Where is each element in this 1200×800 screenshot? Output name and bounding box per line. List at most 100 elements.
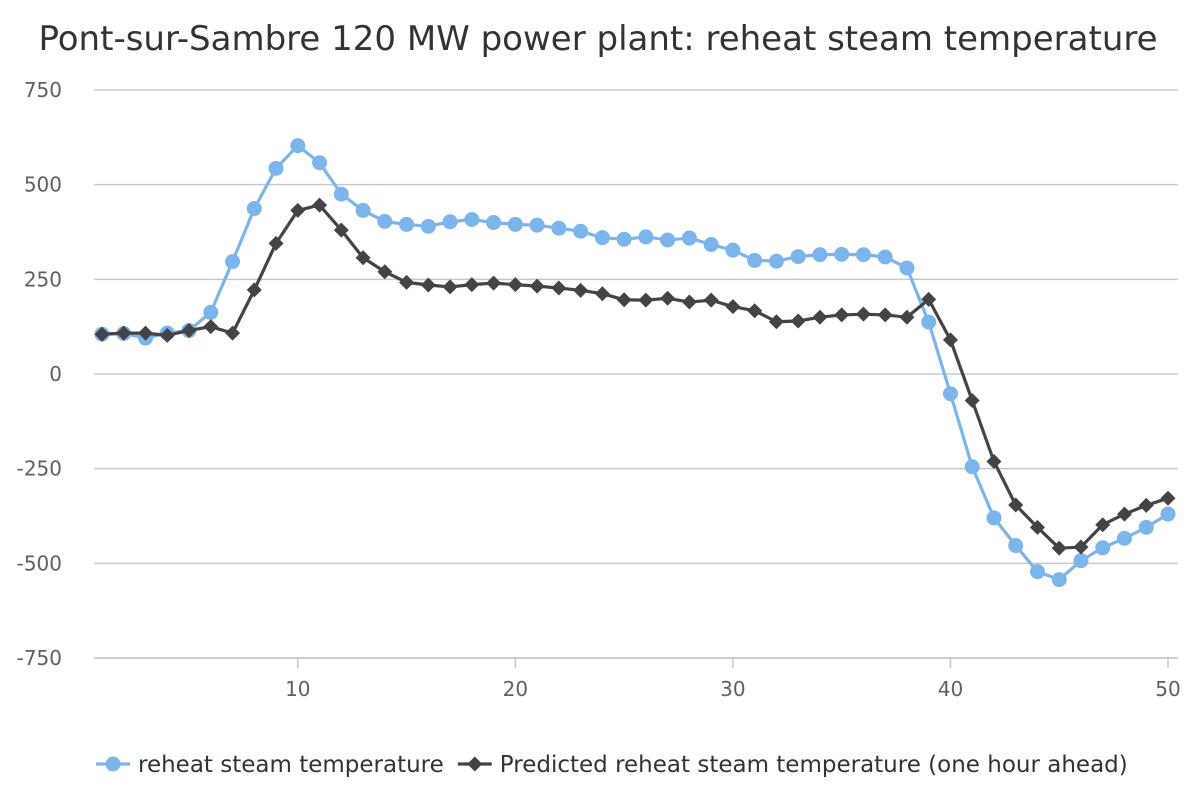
data-point[interactable] — [377, 214, 392, 229]
data-point[interactable] — [399, 275, 414, 290]
data-point[interactable] — [443, 279, 458, 294]
data-point[interactable] — [965, 393, 980, 408]
data-point[interactable] — [1008, 538, 1023, 553]
y-tick-label: 0 — [49, 362, 62, 386]
data-point[interactable] — [1139, 520, 1154, 535]
data-point[interactable] — [834, 247, 849, 262]
data-point[interactable] — [856, 307, 871, 322]
data-point[interactable] — [1117, 507, 1132, 522]
data-point[interactable] — [878, 307, 893, 322]
data-point[interactable] — [595, 230, 610, 245]
x-tick-label: 20 — [503, 677, 528, 701]
data-point[interactable] — [486, 215, 501, 230]
data-point[interactable] — [1052, 572, 1067, 587]
x-tick-label: 10 — [285, 677, 310, 701]
data-point[interactable] — [1073, 553, 1088, 568]
y-tick-label: -500 — [17, 551, 62, 575]
chart-title: Pont-sur-Sambre 120 MW power plant: rehe… — [38, 19, 1157, 59]
data-point[interactable] — [508, 217, 523, 232]
data-point[interactable] — [1117, 531, 1132, 546]
x-tick-label: 30 — [720, 677, 745, 701]
data-point[interactable] — [747, 253, 762, 268]
data-point[interactable] — [1161, 491, 1176, 506]
data-point[interactable] — [791, 249, 806, 264]
data-point[interactable] — [595, 286, 610, 301]
data-point[interactable] — [682, 231, 697, 246]
data-point[interactable] — [899, 260, 914, 275]
data-point[interactable] — [834, 307, 849, 322]
data-point[interactable] — [617, 232, 632, 247]
series-line — [102, 205, 1168, 548]
series-1 — [95, 138, 1176, 587]
data-point[interactable] — [965, 459, 980, 474]
data-point[interactable] — [638, 229, 653, 244]
data-point[interactable] — [638, 293, 653, 308]
data-point[interactable] — [704, 237, 719, 252]
data-point[interactable] — [225, 254, 240, 269]
data-point[interactable] — [856, 247, 871, 262]
y-tick-label: 750 — [24, 78, 62, 102]
data-point[interactable] — [573, 224, 588, 239]
data-point[interactable] — [421, 219, 436, 234]
grid — [94, 90, 1178, 658]
data-point[interactable] — [247, 282, 262, 297]
data-point[interactable] — [878, 249, 893, 264]
data-point[interactable] — [921, 315, 936, 330]
y-tick-label: -250 — [17, 457, 62, 481]
data-point[interactable] — [312, 155, 327, 170]
data-point[interactable] — [247, 201, 262, 216]
y-axis-ticks: -750-500-2500250500750 — [17, 78, 62, 670]
legend-marker[interactable] — [467, 757, 482, 772]
data-point[interactable] — [769, 314, 784, 329]
data-point[interactable] — [986, 454, 1001, 469]
legend-label: Predicted reheat steam temperature (one … — [500, 752, 1128, 778]
data-point[interactable] — [203, 305, 218, 320]
data-point[interactable] — [203, 319, 218, 334]
data-point[interactable] — [660, 232, 675, 247]
data-point[interactable] — [290, 138, 305, 153]
data-point[interactable] — [551, 281, 566, 296]
legend[interactable]: reheat steam temperature Predicted reheat… — [96, 752, 1128, 778]
y-tick-label: -750 — [17, 646, 62, 670]
data-point[interactable] — [812, 310, 827, 325]
data-point[interactable] — [464, 212, 479, 227]
data-point[interactable] — [704, 293, 719, 308]
legend-item[interactable]: reheat steam temperature — [96, 752, 444, 778]
series-2 — [95, 198, 1176, 556]
legend-item[interactable]: Predicted reheat steam temperature (one … — [458, 752, 1128, 778]
data-point[interactable] — [399, 217, 414, 232]
data-point[interactable] — [269, 161, 284, 176]
data-point[interactable] — [573, 283, 588, 298]
data-point[interactable] — [443, 214, 458, 229]
data-point[interactable] — [530, 279, 545, 294]
data-point[interactable] — [986, 510, 1001, 525]
y-tick-label: 500 — [24, 173, 62, 197]
data-point[interactable] — [356, 203, 371, 218]
data-point[interactable] — [682, 295, 697, 310]
data-point[interactable] — [812, 247, 827, 262]
x-axis-ticks: 10 20 30 40 50 — [285, 658, 1181, 701]
data-point[interactable] — [1139, 498, 1154, 513]
data-point[interactable] — [225, 326, 240, 341]
data-point[interactable] — [617, 292, 632, 307]
legend-marker[interactable] — [106, 757, 121, 772]
data-point[interactable] — [791, 313, 806, 328]
data-point[interactable] — [943, 332, 958, 347]
data-point[interactable] — [1161, 507, 1176, 522]
data-point[interactable] — [660, 291, 675, 306]
data-point[interactable] — [725, 243, 740, 258]
legend-label: reheat steam temperature — [138, 752, 444, 778]
data-point[interactable] — [530, 218, 545, 233]
data-point[interactable] — [725, 299, 740, 314]
data-point[interactable] — [769, 254, 784, 269]
data-point[interactable] — [1030, 564, 1045, 579]
data-point[interactable] — [1095, 540, 1110, 555]
data-point[interactable] — [747, 303, 762, 318]
data-point[interactable] — [551, 221, 566, 236]
series-line — [102, 146, 1168, 580]
x-tick-label: 50 — [1155, 677, 1180, 701]
data-point[interactable] — [334, 187, 349, 202]
data-point[interactable] — [943, 386, 958, 401]
data-point[interactable] — [486, 276, 501, 291]
